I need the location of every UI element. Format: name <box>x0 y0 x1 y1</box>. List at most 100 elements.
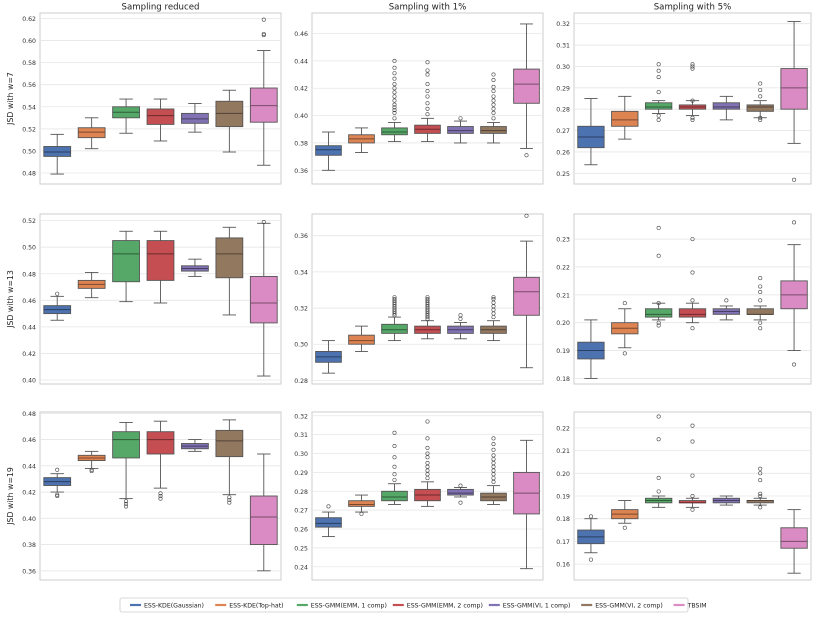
box-ess-kde-gaussian <box>577 98 605 166</box>
box-iqr <box>447 126 474 134</box>
outlier-point <box>491 479 496 484</box>
legend-entry[interactable]: ESS-GMM(EMM, 2 comp) <box>392 603 483 610</box>
box-ess-gmm-emm-1-comp <box>381 58 408 143</box>
outlier-point <box>55 493 60 498</box>
outlier-point <box>425 72 430 77</box>
y-tick-label: 0.29 <box>556 85 570 92</box>
panel-5: 0.28 0.30 0.32 0.34 0.36 <box>294 213 544 385</box>
outlier-point <box>792 177 797 182</box>
outlier-point <box>425 88 430 93</box>
outlier-point <box>758 320 763 325</box>
outlier-point <box>588 514 593 519</box>
outlier-point <box>656 75 661 80</box>
box-iqr <box>480 126 507 134</box>
legend-entry[interactable]: ESS-GMM(EMM, 1 comp) <box>296 603 387 610</box>
legend-entry[interactable]: TBSIM <box>673 603 707 610</box>
y-tick-label: 0.25 <box>556 171 570 178</box>
y-tick-label: 0.46 <box>22 298 36 305</box>
legend-label: ESS-GMM(EMM, 1 comp) <box>311 603 387 610</box>
box-iqr <box>381 127 408 136</box>
outlier-point <box>392 71 397 76</box>
box-iqr <box>712 102 741 110</box>
y-tick-label: 0.46 <box>294 31 308 38</box>
outlier-point <box>491 295 496 300</box>
outlier-point <box>392 443 397 448</box>
box-ess-kde-gaussian <box>577 319 605 379</box>
outlier-point <box>392 58 397 63</box>
y-tick-label: 0.52 <box>22 218 36 225</box>
box-iqr <box>381 490 408 502</box>
outlier-point <box>392 472 397 477</box>
legend-entry[interactable]: ESS-GMM(VI, 2 comp) <box>581 603 663 610</box>
box-tbsim <box>249 219 278 377</box>
outlier-point <box>622 525 627 530</box>
y-tick-label: 0.40 <box>294 113 308 120</box>
y-tick-label: 0.27 <box>294 508 308 515</box>
y-axis-label: JSD with w=7 <box>6 72 15 126</box>
outlier-point <box>656 489 661 494</box>
y-tick-label: 0.60 <box>22 38 36 45</box>
box-ess-kde-top-hat <box>77 117 106 150</box>
outlier-point <box>690 237 695 242</box>
outlier-point <box>656 113 661 118</box>
outlier-point <box>392 464 397 469</box>
box-iqr <box>315 517 342 528</box>
outlier-point <box>758 117 763 122</box>
outlier-point <box>124 504 129 509</box>
outlier-point <box>690 62 695 67</box>
outlier-point <box>458 116 463 121</box>
box-iqr <box>146 431 175 455</box>
box-iqr <box>348 500 375 507</box>
outlier-point <box>690 298 695 303</box>
y-tick-label: 0.28 <box>294 378 308 385</box>
box-tbsim <box>513 439 540 570</box>
box-ess-gmm-vi-2-comp <box>746 276 774 331</box>
y-tick-label: 0.56 <box>22 82 36 89</box>
outlier-point <box>158 496 163 501</box>
outlier-point <box>690 326 695 331</box>
legend-entry[interactable]: ESS-GMM(VI, 1 comp) <box>488 603 571 610</box>
y-tick-label: 0.25 <box>294 545 308 552</box>
legend-entry[interactable]: ESS-KDE(Top-hat) <box>215 603 284 610</box>
box-ess-gmm-emm-1-comp <box>112 230 140 303</box>
outlier-point <box>792 220 797 225</box>
box-ess-gmm-emm-1-comp <box>644 62 673 122</box>
outlier-point <box>425 82 430 87</box>
outlier-point <box>227 495 232 500</box>
box-ess-gmm-vi-1-comp <box>181 258 209 277</box>
box-tbsim <box>780 220 808 367</box>
box-iqr <box>611 110 639 127</box>
y-tick-label: 0.58 <box>22 60 36 67</box>
outlier-point <box>491 110 496 115</box>
outlier-point <box>758 298 763 303</box>
outlier-point <box>392 110 397 115</box>
legend-entry[interactable]: ESS-KDE(Gaussian) <box>130 603 204 610</box>
box-ess-gmm-emm-2-comp <box>414 295 441 340</box>
outlier-point <box>656 253 661 258</box>
box-iqr <box>348 334 375 345</box>
outlier-point <box>491 472 496 477</box>
y-tick-label: 0.36 <box>294 233 308 240</box>
y-tick-label: 0.27 <box>556 128 570 135</box>
outlier-point <box>458 313 463 318</box>
legend-label: ESS-GMM(EMM, 2 comp) <box>407 603 483 610</box>
panel-8: 0.24 0.25 0.26 0.27 0.28 0.29 0.30 0.31 0.32 <box>294 411 544 581</box>
legend-label: ESS-GMM(VI, 2 comp) <box>595 603 663 610</box>
box-iqr <box>780 527 808 549</box>
box-iqr <box>146 108 175 125</box>
outlier-point <box>227 500 232 505</box>
box-ess-gmm-emm-1-comp <box>112 422 140 509</box>
outlier-point <box>55 492 60 497</box>
outlier-point <box>491 442 496 447</box>
outlier-point <box>656 62 661 67</box>
y-tick-label: 0.42 <box>294 86 308 93</box>
y-tick-label: 0.28 <box>556 107 570 114</box>
box-ess-kde-gaussian <box>43 133 72 175</box>
box-ess-kde-top-hat <box>77 450 106 474</box>
y-tick-label: 0.26 <box>294 527 308 534</box>
outlier-point <box>425 419 430 424</box>
outlier-point <box>425 468 430 473</box>
outlier-point <box>392 116 397 121</box>
box-ess-gmm-emm-2-comp <box>414 60 441 143</box>
legend-label: ESS-GMM(VI, 1 comp) <box>503 603 571 610</box>
